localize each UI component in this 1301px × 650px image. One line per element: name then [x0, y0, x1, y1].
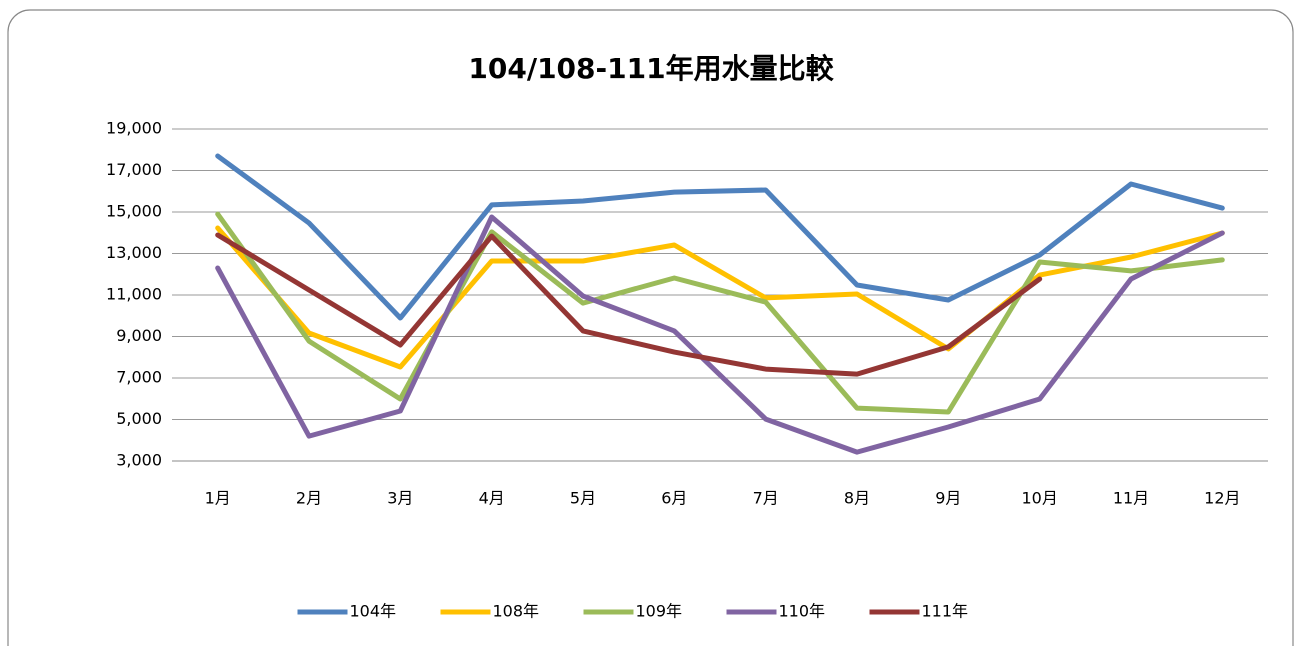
- x-tick-label: 5月: [570, 489, 596, 508]
- y-tick-label: 11,000: [106, 285, 162, 304]
- chart-border: [7, 9, 1294, 650]
- x-tick-label: 1月: [205, 489, 231, 508]
- x-tick-label: 12月: [1204, 489, 1240, 508]
- legend-label: 109年: [636, 602, 683, 621]
- x-tick-label: 6月: [661, 489, 687, 508]
- series-line: [215, 153, 1225, 321]
- series-line: [215, 225, 1225, 370]
- series-line: [215, 214, 1225, 455]
- x-tick-label: 8月: [844, 489, 870, 508]
- series-line: [215, 232, 1043, 377]
- x-tick-label: 4月: [479, 489, 505, 508]
- x-tick-label: 7月: [753, 489, 779, 508]
- legend-label: 104年: [350, 602, 397, 621]
- y-tick-label: 17,000: [106, 160, 162, 179]
- legend-label: 111年: [922, 602, 969, 621]
- y-tick-label: 7,000: [116, 368, 162, 387]
- y-tick-label: 9,000: [116, 326, 162, 345]
- chart-title: 104/108-111年用水量比較: [468, 52, 834, 85]
- x-tick-label: 2月: [296, 489, 322, 508]
- y-tick-label: 15,000: [106, 202, 162, 221]
- x-tick-label: 3月: [387, 489, 413, 508]
- x-tick-label: 10月: [1021, 489, 1057, 508]
- x-tick-label: 11月: [1113, 489, 1149, 508]
- x-tick-label: 9月: [935, 489, 961, 508]
- y-tick-label: 5,000: [116, 409, 162, 428]
- y-tick-label: 19,000: [106, 119, 162, 138]
- legend-label: 108年: [493, 602, 540, 621]
- legend-label: 110年: [779, 602, 826, 621]
- y-tick-label: 13,000: [106, 243, 162, 262]
- series-line: [215, 211, 1225, 415]
- y-tick-label: 3,000: [116, 451, 162, 470]
